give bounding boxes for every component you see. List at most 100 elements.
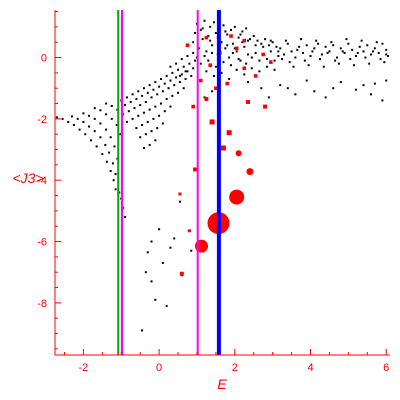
black-data-point: [161, 262, 164, 264]
black-data-point: [161, 122, 164, 125]
black-data-point: [256, 39, 259, 42]
black-data-point: [88, 125, 91, 128]
black-data-point: [190, 249, 193, 252]
black-data-point: [163, 110, 166, 113]
red-data-point: [179, 271, 184, 276]
red-data-point: [261, 52, 265, 57]
black-data-point: [318, 58, 321, 61]
black-data-point: [99, 122, 102, 125]
black-data-point: [296, 48, 299, 51]
black-data-point: [118, 191, 121, 194]
black-data-point: [113, 145, 116, 148]
red-data-point: [193, 167, 198, 172]
black-data-point: [235, 68, 238, 71]
black-data-point: [305, 79, 308, 82]
black-data-point: [182, 65, 185, 68]
black-data-point: [169, 65, 172, 68]
black-data-point: [110, 117, 113, 120]
y-axis-label: <J3>: [12, 170, 43, 186]
black-data-point: [144, 101, 147, 103]
black-data-point: [345, 38, 348, 41]
black-data-point: [199, 62, 202, 65]
black-data-point: [339, 81, 342, 84]
black-data-point: [317, 42, 320, 45]
black-data-point: [192, 41, 195, 44]
black-data-point: [154, 298, 157, 301]
black-data-point: [180, 73, 183, 76]
black-data-point: [150, 240, 153, 243]
black-data-point: [354, 88, 357, 91]
black-data-point: [148, 84, 151, 87]
black-data-point: [114, 173, 117, 176]
red-data-point: [268, 60, 273, 64]
black-data-point: [163, 82, 166, 85]
black-data-point: [148, 108, 151, 111]
black-data-point: [228, 78, 231, 80]
black-data-point: [171, 94, 174, 97]
black-data-point: [135, 127, 138, 130]
black-data-point: [82, 120, 85, 123]
black-data-point: [265, 58, 268, 61]
black-data-point: [135, 97, 138, 100]
black-data-point: [233, 47, 236, 50]
red-data-point: [253, 74, 258, 78]
black-data-point: [245, 62, 248, 65]
black-data-point: [273, 59, 276, 62]
black-data-point: [192, 67, 195, 70]
black-data-point: [105, 102, 108, 105]
black-data-point: [231, 42, 234, 45]
black-data-point: [119, 133, 122, 136]
black-data-point: [124, 216, 127, 218]
black-data-point: [224, 47, 227, 50]
black-data-point: [144, 271, 147, 274]
black-data-point: [368, 62, 371, 65]
black-data-point: [188, 62, 191, 65]
black-data-point: [313, 90, 316, 93]
black-data-point: [381, 42, 384, 45]
black-data-point: [222, 24, 225, 27]
black-data-point: [260, 42, 263, 45]
black-data-point: [294, 93, 297, 96]
black-data-point: [150, 280, 153, 283]
black-data-point: [247, 81, 250, 84]
black-data-point: [154, 81, 157, 84]
x-axis-label: E: [217, 376, 227, 392]
red-data-point: [235, 150, 242, 157]
black-data-point: [371, 50, 374, 53]
red-data-point: [246, 168, 254, 176]
red-data-point: [246, 100, 251, 104]
black-data-point: [260, 87, 263, 90]
black-data-point: [235, 50, 238, 53]
axes: [54, 10, 390, 356]
black-data-point: [110, 104, 113, 107]
black-data-point: [146, 251, 149, 254]
black-data-point: [124, 104, 127, 107]
black-data-point: [184, 78, 187, 80]
black-data-point: [332, 44, 335, 47]
black-data-point: [332, 87, 335, 90]
black-data-point: [283, 53, 286, 56]
black-data-point: [84, 133, 87, 136]
black-data-point: [281, 58, 284, 61]
black-data-point: [180, 58, 183, 61]
black-data-point: [279, 47, 282, 50]
black-data-point: [104, 143, 107, 146]
y-tick-label: -6: [37, 237, 47, 249]
black-data-point: [324, 96, 327, 99]
black-data-point: [286, 87, 289, 90]
black-data-point: [349, 58, 352, 61]
black-data-point: [165, 304, 168, 307]
black-data-point: [241, 30, 244, 33]
black-data-point: [211, 44, 214, 47]
black-data-point: [364, 56, 367, 59]
black-data-point: [275, 45, 278, 48]
black-data-point: [152, 88, 155, 91]
black-data-point: [203, 19, 206, 22]
black-data-point: [336, 56, 339, 59]
black-data-point: [370, 53, 373, 56]
black-data-point: [93, 107, 96, 110]
black-data-point: [315, 39, 318, 42]
black-data-point: [269, 50, 272, 53]
black-data-point: [288, 61, 291, 64]
black-data-point: [199, 28, 202, 31]
